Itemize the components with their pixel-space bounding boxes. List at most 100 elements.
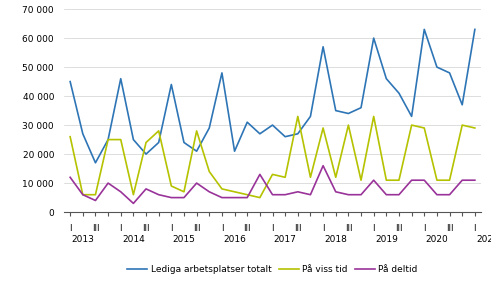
Lediga arbetsplatser totalt — [156, 141, 162, 144]
Text: I: I — [170, 224, 172, 233]
Lediga arbetsplatser totalt — [67, 80, 73, 83]
På deltid — [282, 193, 288, 197]
Lediga arbetsplatser totalt — [371, 36, 377, 40]
Lediga arbetsplatser totalt — [181, 141, 187, 144]
På deltid — [181, 196, 187, 199]
På viss tid — [459, 123, 465, 127]
På viss tid — [168, 184, 174, 188]
På deltid — [219, 196, 225, 199]
På deltid — [358, 193, 364, 197]
Text: III: III — [446, 224, 453, 233]
Lediga arbetsplatser totalt — [346, 112, 352, 115]
Lediga arbetsplatser totalt — [131, 138, 136, 142]
På viss tid — [131, 193, 136, 197]
Text: 2019: 2019 — [375, 235, 398, 244]
På deltid — [409, 178, 414, 182]
Lediga arbetsplatser totalt — [358, 106, 364, 109]
Text: 2020: 2020 — [426, 235, 448, 244]
På viss tid — [143, 141, 149, 144]
Text: I: I — [373, 224, 375, 233]
Lediga arbetsplatser totalt — [270, 123, 275, 127]
På viss tid — [181, 190, 187, 194]
På deltid — [459, 178, 465, 182]
Text: I: I — [220, 224, 223, 233]
Lediga arbetsplatser totalt — [105, 138, 111, 142]
På viss tid — [282, 175, 288, 179]
På deltid — [333, 190, 339, 194]
På viss tid — [383, 178, 389, 182]
På viss tid — [193, 129, 199, 133]
Lediga arbetsplatser totalt — [307, 115, 313, 118]
Text: I: I — [119, 224, 122, 233]
På viss tid — [320, 126, 326, 130]
På deltid — [92, 199, 98, 202]
Lediga arbetsplatser totalt — [472, 28, 478, 31]
Lediga arbetsplatser totalt — [320, 45, 326, 48]
På deltid — [371, 178, 377, 182]
Text: I: I — [474, 224, 476, 233]
Lediga arbetsplatser totalt — [244, 120, 250, 124]
Lediga arbetsplatser totalt — [92, 161, 98, 165]
På viss tid — [232, 190, 238, 194]
På viss tid — [67, 135, 73, 138]
Lediga arbetsplatser totalt — [409, 115, 414, 118]
På deltid — [67, 175, 73, 179]
Text: III: III — [92, 224, 99, 233]
Text: I: I — [322, 224, 325, 233]
På deltid — [434, 193, 440, 197]
Lediga arbetsplatser totalt — [257, 132, 263, 136]
På viss tid — [206, 170, 212, 173]
Lediga arbetsplatser totalt — [206, 126, 212, 130]
Lediga arbetsplatser totalt — [232, 149, 238, 153]
Lediga arbetsplatser totalt — [282, 135, 288, 138]
På deltid — [396, 193, 402, 197]
Text: 2014: 2014 — [122, 235, 145, 244]
Lediga arbetsplatser totalt — [143, 152, 149, 156]
Text: III: III — [142, 224, 150, 233]
Text: I: I — [69, 224, 71, 233]
Legend: Lediga arbetsplatser totalt, På viss tid, På deltid: Lediga arbetsplatser totalt, På viss tid… — [124, 261, 421, 278]
Lediga arbetsplatser totalt — [447, 71, 453, 75]
På viss tid — [333, 175, 339, 179]
På viss tid — [244, 193, 250, 197]
På deltid — [206, 190, 212, 194]
På deltid — [421, 178, 427, 182]
På deltid — [307, 193, 313, 197]
Line: Lediga arbetsplatser totalt: Lediga arbetsplatser totalt — [70, 29, 475, 163]
Lediga arbetsplatser totalt — [219, 71, 225, 75]
På deltid — [320, 164, 326, 168]
Text: III: III — [294, 224, 301, 233]
På deltid — [257, 173, 263, 176]
På viss tid — [92, 193, 98, 197]
På deltid — [472, 178, 478, 182]
På viss tid — [447, 178, 453, 182]
Text: III: III — [244, 224, 251, 233]
På deltid — [244, 196, 250, 199]
Text: I: I — [423, 224, 426, 233]
På viss tid — [105, 138, 111, 142]
På deltid — [346, 193, 352, 197]
Text: III: III — [395, 224, 403, 233]
Lediga arbetsplatser totalt — [333, 109, 339, 112]
På viss tid — [156, 129, 162, 133]
På viss tid — [396, 178, 402, 182]
På deltid — [383, 193, 389, 197]
Lediga arbetsplatser totalt — [434, 65, 440, 69]
På deltid — [118, 190, 124, 194]
På deltid — [447, 193, 453, 197]
På viss tid — [219, 187, 225, 191]
Text: 2017: 2017 — [273, 235, 297, 244]
Text: III: III — [345, 224, 352, 233]
Lediga arbetsplatser totalt — [168, 83, 174, 86]
Lediga arbetsplatser totalt — [295, 132, 301, 136]
På deltid — [143, 187, 149, 191]
Lediga arbetsplatser totalt — [80, 132, 86, 136]
Line: På viss tid: På viss tid — [70, 116, 475, 198]
Lediga arbetsplatser totalt — [421, 28, 427, 31]
På deltid — [156, 193, 162, 197]
Lediga arbetsplatser totalt — [193, 149, 199, 153]
På viss tid — [346, 123, 352, 127]
På viss tid — [409, 123, 414, 127]
Text: 2021: 2021 — [476, 235, 491, 244]
Text: 2018: 2018 — [324, 235, 347, 244]
